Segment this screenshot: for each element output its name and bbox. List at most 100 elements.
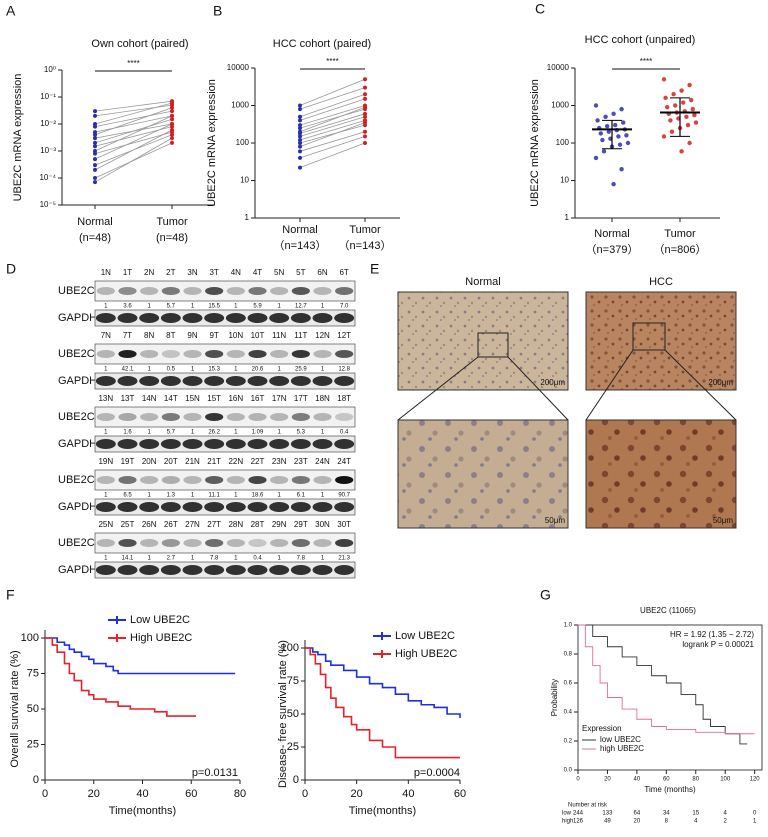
- chart: Disease- free survival rate (%) 0 25 50 75 10…: [277, 630, 466, 817]
- pair-line: [94, 100, 173, 112]
- y-tick-label: 50: [27, 703, 39, 715]
- legend-label: High UBE2C: [395, 648, 457, 660]
- ratio-label: 90.7: [338, 493, 350, 499]
- ratio-label: 1: [191, 304, 195, 310]
- lane-label: 3T: [209, 268, 218, 277]
- lane-label: 2N: [144, 268, 154, 277]
- ube2c-band: [96, 476, 115, 484]
- ratio-label: 15.5: [208, 304, 220, 310]
- blot-strip: [94, 435, 356, 453]
- lane-label: 16N: [228, 394, 243, 403]
- gapdh-band: [334, 376, 355, 386]
- pair-line: [299, 124, 366, 144]
- ratio-label: 1: [277, 304, 281, 310]
- y-axis-label: UBE2C mRNA expression: [206, 79, 218, 207]
- ratio-label: 12.8: [338, 367, 350, 373]
- gapdh-band: [312, 376, 333, 386]
- x-tick-note: （n=143）: [274, 239, 327, 252]
- chart: F Overall survival rate (%) 0 25 50 75 100 0 20 4…: [6, 587, 246, 817]
- ube2c-band: [270, 413, 289, 421]
- y-axis-label: UBE2C mRNA expression: [529, 79, 541, 207]
- x-axis-label: Time(months): [349, 805, 416, 817]
- x-tick-label: 0: [42, 788, 48, 800]
- ube2c-band: [270, 350, 289, 358]
- ratio-label: 1: [191, 367, 195, 373]
- point: [593, 103, 599, 108]
- lane-label: 9T: [209, 331, 218, 340]
- point: [665, 105, 670, 110]
- risk-value: 126: [573, 819, 584, 825]
- ube2c-band: [291, 350, 310, 358]
- ube2c-band: [313, 476, 332, 484]
- ube2c-band: [226, 413, 245, 421]
- gapdh-band: [269, 313, 290, 323]
- blot-strip: [94, 343, 356, 365]
- lane-label: 17T: [294, 394, 308, 403]
- gapdh-band: [204, 439, 225, 449]
- risk-row-label: low: [562, 811, 572, 817]
- survival-curve: [45, 637, 236, 675]
- western-blot: D 1N 1T 2N 2T 3N 3T 4N 4T 5N 5T 6N 6T UBE2C GAPDH 1 3.6 1…: [6, 261, 356, 579]
- lane-label: 22N: [228, 457, 243, 466]
- row-label: GAPDH: [58, 375, 97, 387]
- row-label: UBE2C: [58, 285, 95, 297]
- blot-strip: [94, 280, 356, 302]
- annotation: logrank P = 0.00021: [682, 640, 754, 649]
- pair-line: [299, 78, 366, 106]
- point: [606, 129, 611, 134]
- pair-line: [94, 104, 173, 117]
- y-axis-label: Probability: [550, 679, 559, 716]
- risk-value: 8: [665, 819, 669, 825]
- point: [363, 92, 367, 97]
- point: [298, 138, 302, 143]
- chart: B HCC cohort (paired) UBE2C mRNA expressio…: [206, 3, 400, 252]
- ratio-label: 1: [104, 304, 108, 310]
- ratio-label: 1.09: [252, 430, 264, 436]
- ube2c-band: [335, 476, 354, 484]
- gapdh-band: [312, 439, 333, 449]
- point: [93, 132, 97, 137]
- ube2c-band: [313, 539, 332, 547]
- panel-letter: D: [6, 261, 16, 277]
- gapdh-band: [247, 439, 268, 449]
- significance: ****: [640, 57, 652, 66]
- ube2c-band: [118, 539, 137, 547]
- gapdh-band: [95, 502, 116, 512]
- lane-label: 3N: [187, 268, 197, 277]
- y-tick-label: 0: [33, 774, 39, 786]
- ratio-label: 42.1: [122, 367, 134, 373]
- gapdh-band: [160, 439, 181, 449]
- point: [679, 88, 684, 93]
- lane-label: 27N: [185, 520, 200, 529]
- point: [669, 129, 675, 134]
- ihc-image: [397, 291, 569, 391]
- gapdh-band: [139, 502, 160, 512]
- lane-label: 29T: [294, 520, 308, 529]
- ratio-label: 1: [321, 304, 325, 310]
- ratio-label: 0.4: [340, 430, 349, 436]
- gapdh-band: [225, 502, 246, 512]
- pair-line: [299, 93, 366, 118]
- lane-label: 28N: [228, 520, 243, 529]
- lane-label: 1N: [101, 268, 111, 277]
- ratio-label: 1: [321, 430, 325, 436]
- pair-line: [299, 131, 366, 152]
- point: [170, 109, 174, 114]
- gapdh-band: [182, 313, 203, 323]
- pair-line: [299, 105, 366, 126]
- blot-strip: [94, 498, 356, 516]
- point: [363, 120, 367, 125]
- ratio-label: 1: [147, 304, 151, 310]
- row-label: GAPDH: [58, 312, 97, 324]
- y-tick-label: 10⁻¹: [40, 92, 56, 101]
- gapdh-band: [160, 376, 181, 386]
- pair-line: [94, 129, 173, 171]
- lane-label: 12N: [315, 331, 330, 340]
- lane-label: 26T: [164, 520, 178, 529]
- ratio-label: 1: [277, 367, 281, 373]
- lane-label: 4N: [231, 268, 241, 277]
- ube2c-band: [248, 287, 267, 295]
- ube2c-band: [335, 287, 354, 295]
- ratio-label: 26.2: [208, 430, 220, 436]
- ube2c-band: [205, 413, 224, 421]
